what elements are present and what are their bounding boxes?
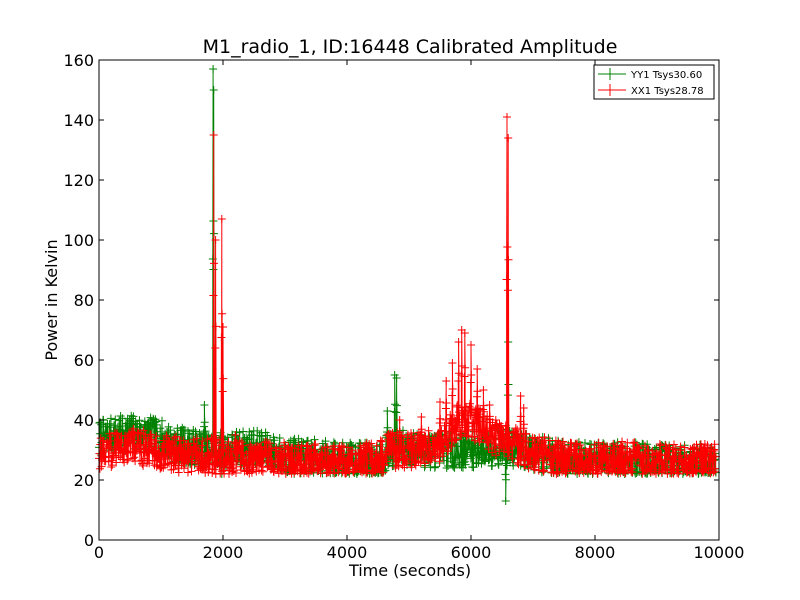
legend: YY1 Tsys30.60 XX1 Tsys28.78 [593,64,715,100]
axes: 0 2000 4000 6000 8000 10000 0 20 40 60 80 100 120 140… [63,51,744,562]
y-tick-label: 120 [63,171,94,190]
y-tick-label: 0 [84,531,94,550]
legend-label-yy1: YY1 Tsys30.60 [630,70,702,81]
y-tick-label: 40 [74,411,94,430]
plot-area [95,65,720,505]
y-tick-label: 20 [74,471,94,490]
y-tick-label: 100 [63,231,94,250]
x-tick-label: 0 [94,543,104,562]
y-axis-label: Power in Kelvin [42,239,61,360]
x-tick-label: 8000 [575,543,616,562]
legend-label-xx1: XX1 Tsys28.78 [631,86,704,97]
y-tick-label: 60 [74,351,94,370]
x-tick-label: 2000 [203,543,244,562]
legend-marker-xx1 [604,84,616,96]
y-tick-label: 80 [74,291,94,310]
x-tick-label: 4000 [327,543,368,562]
x-tick-label: 10000 [694,543,745,562]
x-tick-label: 6000 [451,543,492,562]
y-tick-label: 160 [63,51,94,70]
y-tick-label: 140 [63,111,94,130]
legend-marker-yy1 [604,68,616,80]
legend-box [593,64,715,100]
x-axis-label: Time (seconds) [348,561,471,580]
series-xx1 [95,113,720,478]
chart-title: M1_radio_1, ID:16448 Calibrated Amplitud… [203,36,618,58]
